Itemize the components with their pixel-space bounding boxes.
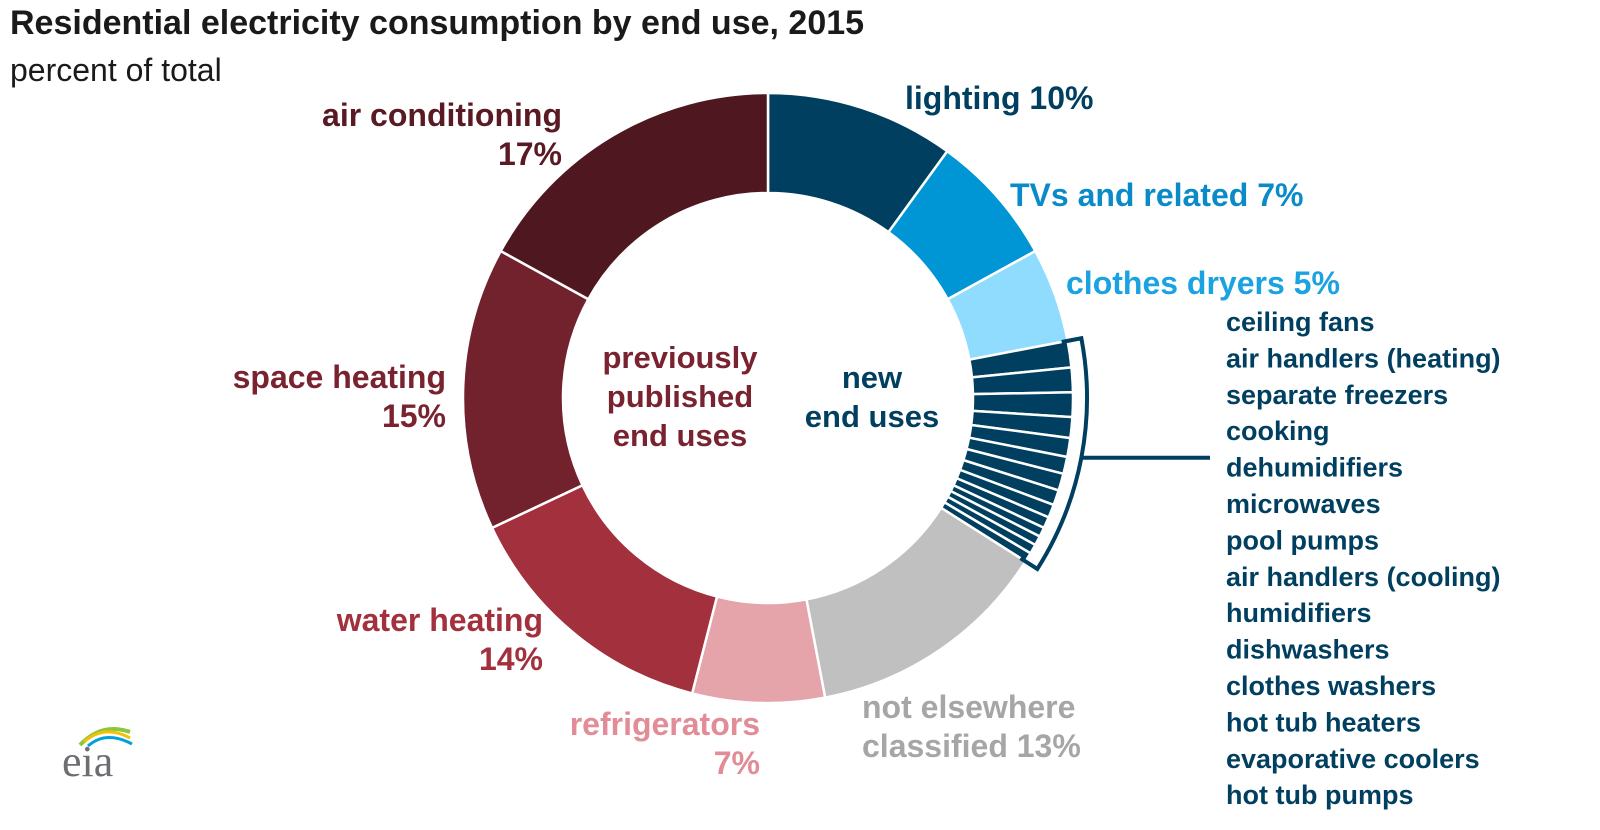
new-end-use-pool-pumps-line: pool pumps <box>1226 525 1379 555</box>
label-tvs-and-related: TVs and related 7% <box>1010 177 1303 213</box>
label-refrigerators: refrigerators 7% <box>570 706 760 781</box>
new-end-use-clothes-washers-line: clothes washers <box>1226 671 1436 701</box>
chart-title: Residential electricity consumption by e… <box>10 4 865 42</box>
label-clothes-dryers-line: clothes dryers 5% <box>1066 265 1340 301</box>
new-end-use-hot-tub-heaters: hot tub heaters <box>1226 707 1421 737</box>
slices-layer <box>461 91 1210 705</box>
slice-space-heating <box>461 249 591 530</box>
new-end-use-ceiling-fans-line: ceiling fans <box>1226 307 1375 337</box>
new-end-use-air-handlers-heating-line: air handlers (heating) <box>1226 343 1501 373</box>
center-label-new-end-uses-line: end uses <box>805 399 939 434</box>
label-space-heating: space heating 15% <box>233 359 446 434</box>
center-label-previously-published: previously published end uses <box>602 340 758 453</box>
new-end-use-pool-pumps: pool pumps <box>1226 525 1379 555</box>
new-end-use-air-handlers-heating: air handlers (heating) <box>1226 343 1501 373</box>
label-not-elsewhere-classified-line: not elsewhere <box>862 689 1075 725</box>
new-end-use-cooking-line: cooking <box>1226 416 1330 446</box>
label-not-elsewhere-classified-line: classified 13% <box>862 728 1081 764</box>
new-end-use-clothes-washers: clothes washers <box>1226 671 1436 701</box>
new-end-use-dehumidifiers-line: dehumidifiers <box>1226 453 1403 483</box>
label-space-heating-line: 15% <box>382 398 446 434</box>
new-end-use-microwaves: microwaves <box>1226 489 1381 519</box>
slice-air-conditioning <box>499 91 770 301</box>
label-lighting: lighting 10% <box>905 80 1093 116</box>
new-end-use-ceiling-fans: ceiling fans <box>1226 307 1375 337</box>
new-end-use-hot-tub-pumps: hot tub pumps <box>1226 780 1413 810</box>
new-end-use-evaporative-coolers-line: evaporative coolers <box>1226 744 1480 774</box>
label-air-conditioning: air conditioning 17% <box>322 97 562 172</box>
new-end-use-dehumidifiers: dehumidifiers <box>1226 453 1403 483</box>
label-not-elsewhere-classified: not elsewhere classified 13% <box>862 689 1081 764</box>
labels-layer: lighting 10% TVs and related 7% clothes dr… <box>233 80 1501 810</box>
eia-logo-arc-blue <box>87 736 133 748</box>
new-end-use-cooking: cooking <box>1226 416 1330 446</box>
chart-subtitle: percent of total <box>10 52 222 88</box>
new-end-use-separate-freezers: separate freezers <box>1226 380 1448 410</box>
new-end-use-hot-tub-pumps-line: hot tub pumps <box>1226 780 1413 810</box>
label-refrigerators-line: 7% <box>714 745 760 781</box>
label-tvs-and-related-line: TVs and related 7% <box>1010 177 1303 213</box>
center-label-new-end-uses-line: new <box>842 360 903 395</box>
new-end-use-air-handlers-cooling-line: air handlers (cooling) <box>1226 562 1501 592</box>
label-water-heating-line: water heating <box>336 602 543 638</box>
eia-logo-text: eia <box>62 737 113 786</box>
new-end-use-evaporative-coolers: evaporative coolers <box>1226 744 1480 774</box>
center-label-new-end-uses: new end uses <box>805 360 939 434</box>
new-end-use-humidifiers: humidifiers <box>1226 598 1372 628</box>
eia-logo: eia <box>62 727 133 786</box>
new-end-use-dishwashers: dishwashers <box>1226 635 1390 665</box>
label-water-heating-line: 14% <box>479 641 543 677</box>
label-clothes-dryers: clothes dryers 5% <box>1066 265 1340 301</box>
new-end-uses-bracket <box>1019 335 1089 572</box>
label-refrigerators-line: refrigerators <box>570 706 760 742</box>
center-label-previously-published-line: previously <box>602 340 758 375</box>
center-label-previously-published-line: end uses <box>613 418 747 453</box>
new-end-use-humidifiers-line: humidifiers <box>1226 598 1372 628</box>
new-end-use-microwaves-line: microwaves <box>1226 489 1381 519</box>
new-end-use-separate-freezers-line: separate freezers <box>1226 380 1448 410</box>
label-air-conditioning-line: 17% <box>498 136 562 172</box>
new-end-use-air-handlers-cooling: air handlers (cooling) <box>1226 562 1501 592</box>
center-label-previously-published-line: published <box>607 379 753 414</box>
label-water-heating: water heating 14% <box>336 602 543 677</box>
new-end-use-dishwashers-line: dishwashers <box>1226 635 1390 665</box>
new-end-use-hot-tub-heaters-line: hot tub heaters <box>1226 707 1421 737</box>
eia-logo-arc-yellow <box>82 730 131 744</box>
label-lighting-line: lighting 10% <box>905 80 1093 116</box>
label-air-conditioning-line: air conditioning <box>322 97 562 133</box>
label-space-heating-line: space heating <box>233 359 446 395</box>
